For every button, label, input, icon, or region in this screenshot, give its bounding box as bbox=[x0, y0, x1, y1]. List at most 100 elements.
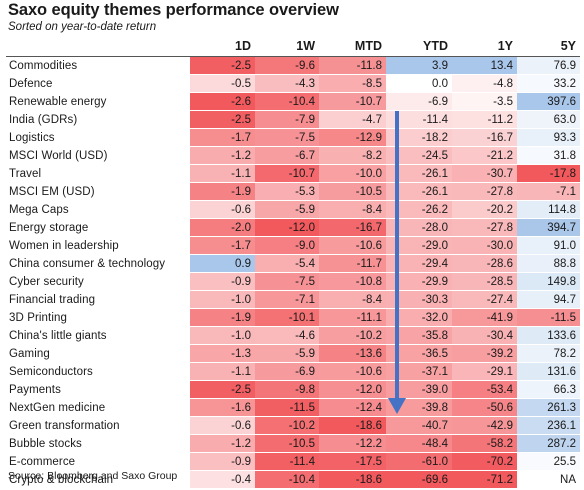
value-cell-ytd: -6.9 bbox=[386, 92, 452, 111]
value-cell-ytd: -29.9 bbox=[386, 272, 452, 291]
table-row: Crypto & blockchain -0.4 -10.4 -18.6 -69.6 -7… bbox=[6, 470, 580, 489]
value-cell-1d: 0.9 bbox=[190, 254, 255, 273]
value-cell-5y: 131.6 bbox=[517, 362, 580, 381]
value-cell-1y: -39.2 bbox=[452, 344, 517, 363]
value-cell-1d: -2.5 bbox=[190, 56, 255, 75]
value-cell-1y: -30.4 bbox=[452, 326, 517, 345]
value-cell-1y: -27.8 bbox=[452, 218, 517, 237]
value-cell-5y: 261.3 bbox=[517, 398, 580, 417]
value-cell-1d: -1.9 bbox=[190, 182, 255, 201]
value-cell-1w: -10.5 bbox=[255, 434, 319, 453]
value-cell-1w: -6.7 bbox=[255, 146, 319, 165]
theme-name: Semiconductors bbox=[9, 365, 93, 378]
value-cell-1w: -7.1 bbox=[255, 290, 319, 309]
value-cell-5y: -17.8 bbox=[517, 164, 580, 183]
value-cell-5y: 133.6 bbox=[517, 326, 580, 345]
value-cell-mtd: -8.5 bbox=[319, 74, 386, 93]
value-cell-mtd: -10.0 bbox=[319, 164, 386, 183]
value-cell-mtd: -4.7 bbox=[319, 110, 386, 129]
theme-name: Cyber security bbox=[9, 275, 84, 288]
value-cell-1d: -0.6 bbox=[190, 416, 255, 435]
table-row: China's little giants -1.0 -4.6 -10.2 -35.8-… bbox=[6, 326, 580, 345]
value-cell-1y: -42.9 bbox=[452, 416, 517, 435]
value-cell-5y: 394.7 bbox=[517, 218, 580, 237]
table-row: MSCI EM (USD) -1.9 -5.3 -10.5 -26.1 -27.8 -7.1 bbox=[6, 182, 580, 201]
theme-name: MSCI World (USD) bbox=[9, 149, 108, 162]
value-cell-1y: -27.8 bbox=[452, 182, 517, 201]
column-header-theme bbox=[6, 36, 190, 57]
value-cell-5y: 114.8 bbox=[517, 200, 580, 219]
value-cell-5y: 287.2 bbox=[517, 434, 580, 453]
table-row: Energy storage -2.0 -12.0 -16.7 -28.0 -27.8 39… bbox=[6, 218, 580, 237]
value-cell-1y: -71.2 bbox=[452, 470, 517, 489]
chart-subtitle: Sorted on year-to-date return bbox=[8, 21, 157, 33]
column-header-1y: 1Y bbox=[452, 36, 517, 57]
theme-name: China's little giants bbox=[9, 329, 107, 342]
value-cell-mtd: -8.2 bbox=[319, 146, 386, 165]
value-cell-5y: -11.5 bbox=[517, 308, 580, 327]
value-cell-1w: -5.3 bbox=[255, 182, 319, 201]
value-cell-ytd: -18.2 bbox=[386, 128, 452, 147]
value-cell-1d: -1.7 bbox=[190, 128, 255, 147]
theme-name: China consumer & technology bbox=[9, 257, 166, 270]
value-cell-1w: -10.4 bbox=[255, 92, 319, 111]
value-cell-1y: -41.9 bbox=[452, 308, 517, 327]
value-cell-1w: -5.9 bbox=[255, 200, 319, 219]
table-row: NextGen medicine -1.6 -11.5 -12.4 -39.8 -50.6… bbox=[6, 398, 580, 417]
value-cell-1d: -1.6 bbox=[190, 398, 255, 417]
value-cell-ytd: -26.2 bbox=[386, 200, 452, 219]
table-row: Renewable energy -2.6 -10.4 -10.7 -6.9 -3.5 39… bbox=[6, 92, 580, 111]
value-cell-mtd: -10.6 bbox=[319, 236, 386, 255]
table-row: 3D Printing -1.9 -10.1 -11.1 -32.0 -41.9 -11.5 bbox=[6, 308, 580, 327]
value-cell-mtd: -10.7 bbox=[319, 92, 386, 111]
chart-title: Saxo equity themes performance overview bbox=[8, 1, 339, 19]
table-header-row: 1D 1W MTD YTD 1Y 5Y bbox=[6, 36, 580, 57]
value-cell-ytd: -61.0 bbox=[386, 452, 452, 471]
source-note: Source: Bloomberg and Saxo Group bbox=[8, 470, 178, 482]
value-cell-1d: -1.3 bbox=[190, 344, 255, 363]
value-cell-ytd: -32.0 bbox=[386, 308, 452, 327]
value-cell-5y: 66.3 bbox=[517, 380, 580, 399]
column-header-mtd: MTD bbox=[319, 36, 386, 57]
value-cell-mtd: -17.5 bbox=[319, 452, 386, 471]
value-cell-mtd: -10.2 bbox=[319, 326, 386, 345]
column-header-ytd: YTD bbox=[386, 36, 452, 57]
value-cell-1y: -58.2 bbox=[452, 434, 517, 453]
performance-table: 1D 1W MTD YTD 1Y 5Y Commodities -2.5 -9.6 -11.8 3… bbox=[6, 36, 580, 489]
value-cell-1w: -7.5 bbox=[255, 272, 319, 291]
table-row: Travel -1.1 -10.7 -10.0 -26.1 -30.7 -17.8 bbox=[6, 164, 580, 183]
theme-name: Commodities bbox=[9, 59, 78, 72]
value-cell-5y: 78.2 bbox=[517, 344, 580, 363]
value-cell-ytd: -30.3 bbox=[386, 290, 452, 309]
value-cell-ytd: -69.6 bbox=[386, 470, 452, 489]
theme-name: Travel bbox=[9, 167, 42, 180]
table-row: China consumer & technology 0.9 -5.4 -11.7-… bbox=[6, 254, 580, 273]
theme-name: Payments bbox=[9, 383, 61, 396]
value-cell-mtd: -13.6 bbox=[319, 344, 386, 363]
value-cell-ytd: -39.0 bbox=[386, 380, 452, 399]
value-cell-1y: -30.0 bbox=[452, 236, 517, 255]
value-cell-5y: 88.8 bbox=[517, 254, 580, 273]
theme-name: Renewable energy bbox=[9, 95, 107, 108]
value-cell-5y: 91.0 bbox=[517, 236, 580, 255]
value-cell-1y: -3.5 bbox=[452, 92, 517, 111]
value-cell-5y: 31.8 bbox=[517, 146, 580, 165]
value-cell-1y: -4.8 bbox=[452, 74, 517, 93]
value-cell-1d: -1.2 bbox=[190, 146, 255, 165]
value-cell-1y: -50.6 bbox=[452, 398, 517, 417]
value-cell-ytd: -26.1 bbox=[386, 182, 452, 201]
value-cell-1y: -20.2 bbox=[452, 200, 517, 219]
table-body: Commodities -2.5 -9.6 -11.8 3.9 13.4 76.9 Defen… bbox=[6, 56, 580, 489]
theme-name: Bubble stocks bbox=[9, 437, 82, 450]
table-row: Mega Caps -0.6 -5.9 -8.4 -26.2 -20.2 114.8 bbox=[6, 200, 580, 219]
value-cell-5y: 94.7 bbox=[517, 290, 580, 309]
value-cell-1d: -1.0 bbox=[190, 290, 255, 309]
value-cell-ytd: -48.4 bbox=[386, 434, 452, 453]
value-cell-1w: -10.2 bbox=[255, 416, 319, 435]
value-cell-mtd: -10.8 bbox=[319, 272, 386, 291]
table-row: Cyber security -0.9 -7.5 -10.8 -29.9 -28.5 149… bbox=[6, 272, 580, 291]
theme-name: NextGen medicine bbox=[9, 401, 106, 414]
theme-name: MSCI EM (USD) bbox=[9, 185, 95, 198]
value-cell-1w: -4.6 bbox=[255, 326, 319, 345]
table-row: Semiconductors -1.1 -6.9 -10.6 -37.1 -29.1 131… bbox=[6, 362, 580, 381]
